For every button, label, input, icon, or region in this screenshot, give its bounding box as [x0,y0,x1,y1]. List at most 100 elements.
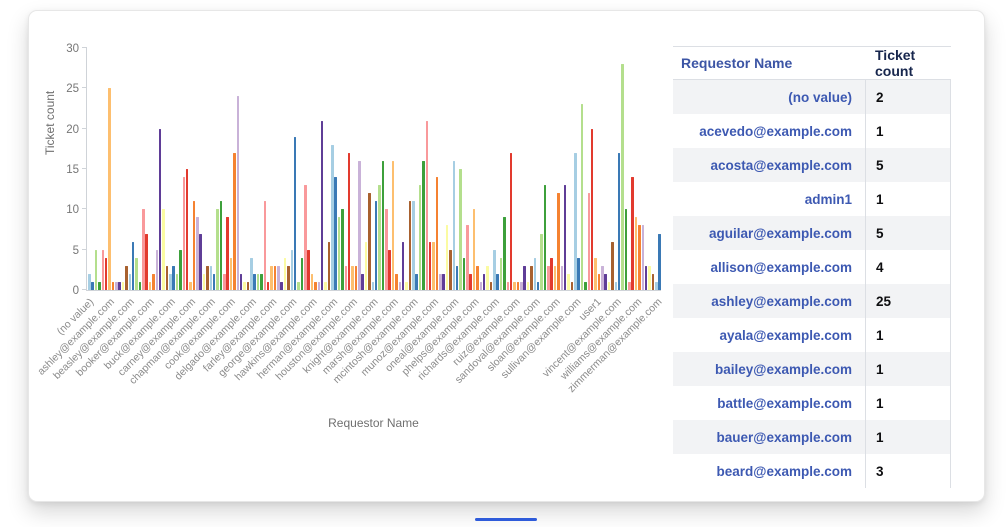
bar[interactable] [236,96,240,290]
bar[interactable] [509,152,513,290]
bar[interactable] [607,281,611,290]
bar[interactable] [317,281,321,290]
bar[interactable] [209,265,213,290]
bar[interactable] [638,225,641,290]
requestor-name-link[interactable]: bailey@example.com [715,361,852,377]
bar[interactable] [314,281,317,290]
column-header-ticket-count[interactable]: Ticket count [875,47,916,79]
bar[interactable] [493,249,496,290]
bar[interactable] [553,265,557,290]
bar[interactable] [347,152,351,290]
bar[interactable] [415,273,418,290]
bar[interactable] [628,281,631,290]
bar[interactable] [229,257,233,290]
bar[interactable] [280,281,283,290]
bar[interactable] [634,217,638,290]
bar[interactable] [388,249,391,290]
bar[interactable] [88,273,91,290]
bar[interactable] [469,273,472,290]
bar[interactable] [520,281,523,290]
requestor-name-link[interactable]: battle@example.com [717,395,852,411]
bar[interactable] [435,177,439,290]
bar[interactable] [476,265,479,290]
bar[interactable] [621,64,624,290]
bar[interactable] [449,249,452,290]
bar[interactable] [405,281,408,290]
bar[interactable] [260,273,263,290]
bar[interactable] [391,160,395,290]
bar[interactable] [131,241,135,290]
bar[interactable] [337,217,341,290]
bar[interactable] [304,185,307,290]
bar[interactable] [462,257,466,290]
bar[interactable] [111,281,115,290]
bar[interactable] [246,281,250,290]
bar[interactable] [587,193,591,290]
bar[interactable] [185,169,189,290]
bar[interactable] [567,273,570,290]
bar[interactable] [543,185,547,290]
bar[interactable] [297,281,300,290]
requestor-name-link[interactable]: ashley@example.com [711,293,852,309]
bar[interactable] [266,281,270,290]
bar[interactable] [172,265,175,290]
requestor-name-link[interactable]: (no value) [788,89,852,105]
bar[interactable] [320,120,324,290]
bar[interactable] [614,281,618,290]
bar[interactable] [199,233,202,290]
column-header-requestor-name[interactable]: Requestor Name [681,55,793,71]
bar[interactable] [466,225,469,290]
requestor-name-link[interactable]: ayala@example.com [719,327,853,343]
bar[interactable] [530,265,533,290]
bar[interactable] [489,281,493,290]
bar[interactable] [631,177,634,290]
bar[interactable] [395,273,398,290]
bar[interactable] [148,281,152,290]
bar[interactable] [327,241,331,290]
bar[interactable] [570,281,574,290]
bar[interactable] [104,257,108,290]
bar[interactable] [496,273,499,290]
bar[interactable] [169,273,172,290]
bar[interactable] [526,281,530,290]
bar[interactable] [401,241,405,290]
bar[interactable] [655,281,658,290]
bar[interactable] [577,257,580,290]
bar[interactable] [300,257,304,290]
bar[interactable] [283,257,287,290]
bar[interactable] [590,128,594,290]
bar[interactable] [580,104,584,290]
bar[interactable] [135,257,138,290]
bar[interactable] [256,273,260,290]
bar[interactable] [202,273,206,290]
bar[interactable] [250,257,253,290]
bar[interactable] [506,281,510,290]
bar[interactable] [206,265,209,290]
bar[interactable] [142,209,145,290]
bar[interactable] [644,265,648,290]
bar[interactable] [162,209,165,290]
bar[interactable] [223,273,226,290]
bar[interactable] [432,241,435,290]
bar[interactable] [341,209,344,290]
bar[interactable] [179,249,182,290]
bar[interactable] [378,185,381,290]
requestor-name-link[interactable]: beard@example.com [716,463,852,479]
bar[interactable] [371,281,375,290]
bar[interactable] [513,281,516,290]
bar[interactable] [118,281,121,290]
requestor-name-link[interactable]: bauer@example.com [716,429,852,445]
bar[interactable] [472,209,476,290]
bar[interactable] [651,273,655,290]
bar[interactable] [358,160,361,290]
requestor-name-link[interactable]: admin1 [804,191,852,207]
bar[interactable] [196,217,199,290]
bar[interactable] [439,273,442,290]
bar[interactable] [273,265,277,290]
bar[interactable] [442,273,445,290]
bar[interactable] [482,273,486,290]
bar[interactable] [219,201,223,290]
bar[interactable] [486,265,489,290]
bar[interactable] [584,281,587,290]
bar[interactable] [499,257,503,290]
